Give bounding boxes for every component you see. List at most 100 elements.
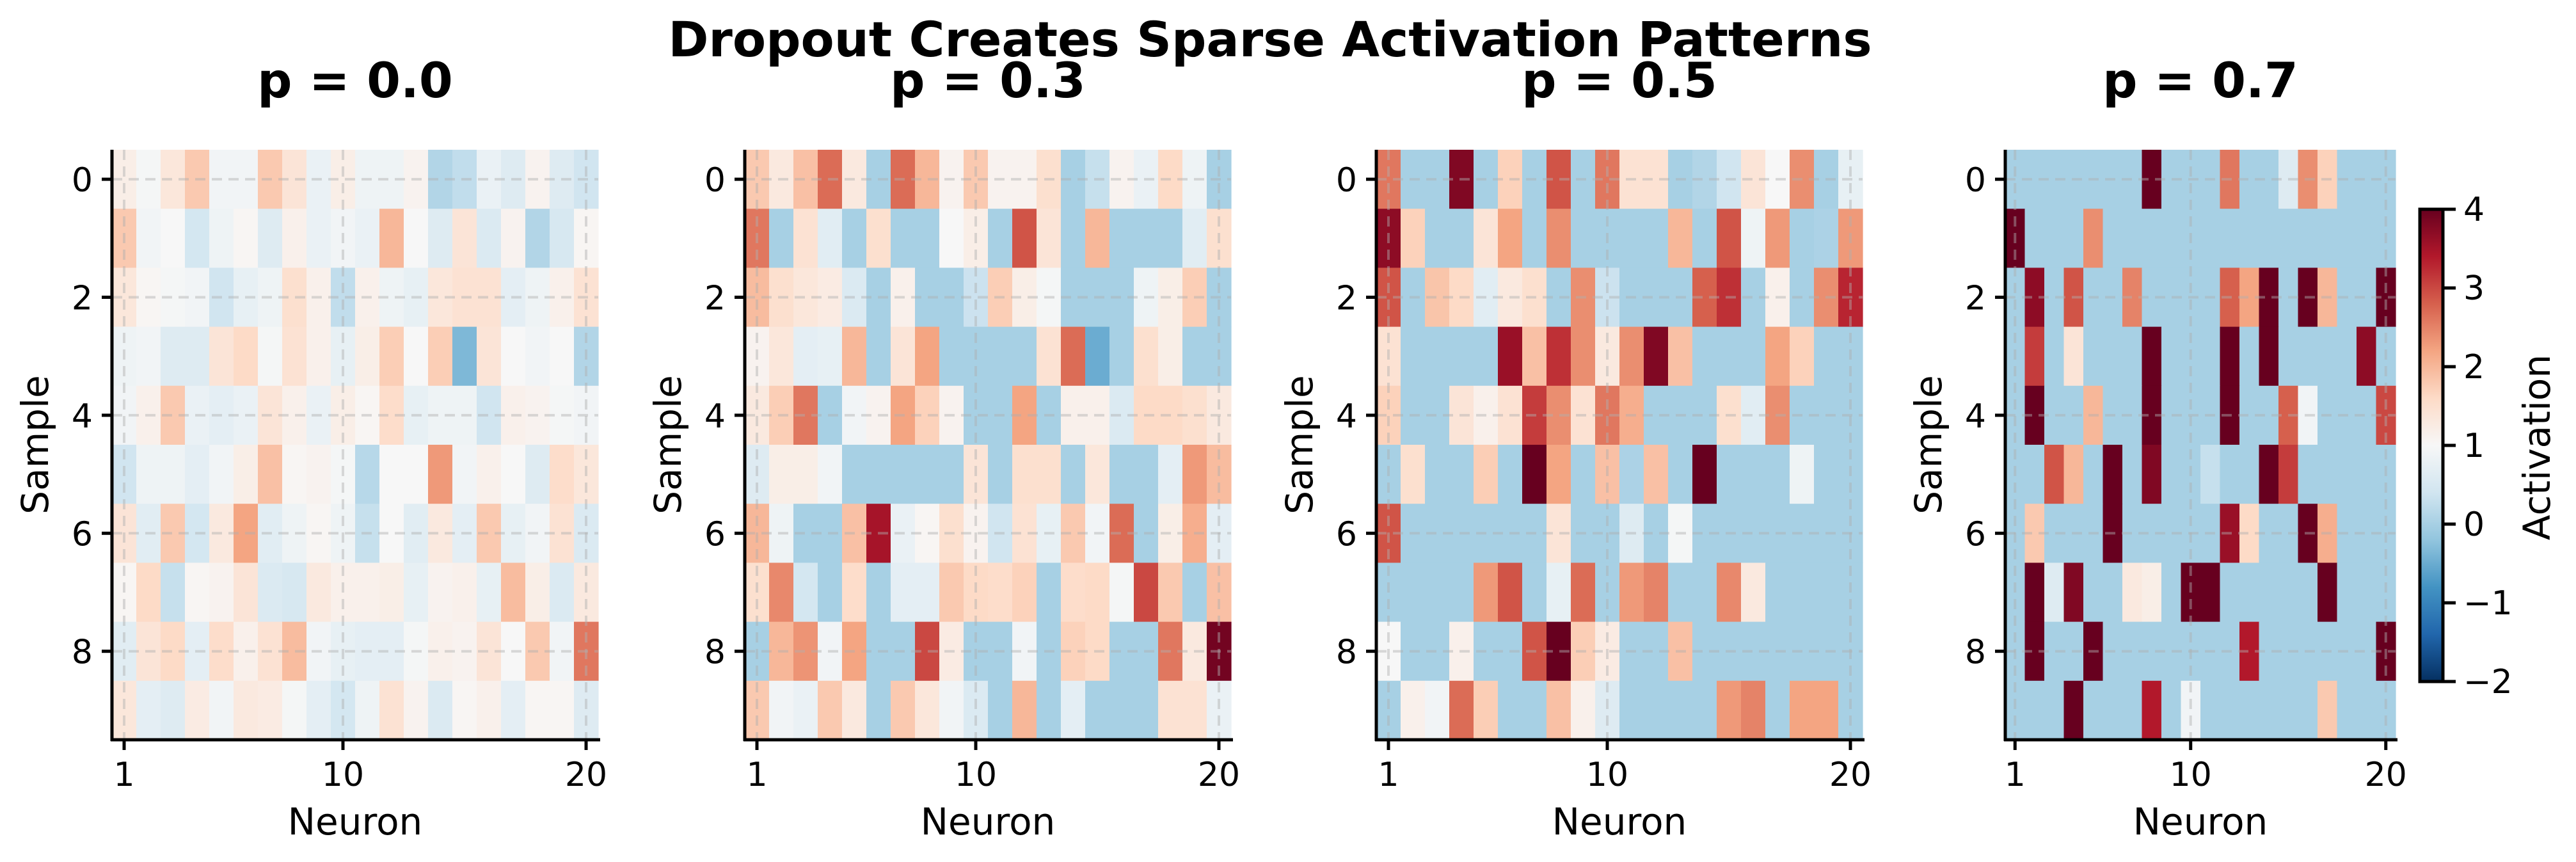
y-tick-label: 2 <box>704 280 726 318</box>
heatmap-cell <box>2142 504 2162 563</box>
heatmap-cell <box>2220 267 2240 328</box>
heatmap-cell <box>745 621 770 682</box>
heatmap-cell <box>1619 267 1644 328</box>
heatmap-cell <box>1838 209 1863 268</box>
heatmap-cell <box>234 385 258 445</box>
colorbar-tick-label: 1 <box>2463 427 2485 465</box>
heatmap-cell <box>1498 504 1523 563</box>
x-tick-label: 20 <box>2365 756 2407 794</box>
heatmap-cell <box>2181 326 2201 387</box>
heatmap-cell <box>185 680 210 740</box>
heatmap-cell <box>209 209 234 268</box>
y-tick-label: 2 <box>1336 280 1357 318</box>
heatmap-cell <box>2298 385 2318 445</box>
heatmap-cell <box>428 209 453 268</box>
heatmap-cell <box>185 385 210 445</box>
heatmap-cell <box>1425 504 1450 563</box>
heatmap-cell <box>185 150 210 209</box>
heatmap-cell <box>2005 445 2026 504</box>
heatmap-cell <box>1182 326 1207 387</box>
heatmap-cell <box>1134 621 1159 682</box>
heatmap-cell <box>1814 326 1839 387</box>
heatmap-cell <box>1765 445 1790 504</box>
heatmap-cell <box>1474 209 1499 268</box>
heatmap-cell <box>2318 445 2338 504</box>
heatmap-cell <box>915 209 940 268</box>
heatmap-cell <box>1765 680 1790 740</box>
heatmap-cell <box>1425 445 1450 504</box>
heatmap-cell <box>2318 504 2338 563</box>
x-tick-label: 1 <box>746 756 767 794</box>
heatmap-cell <box>574 385 599 445</box>
heatmap-cell <box>1814 209 1839 268</box>
heatmap-cells <box>112 150 599 740</box>
heatmap-cell <box>1838 326 1863 387</box>
heatmap-cell <box>1085 621 1110 682</box>
heatmap-cell <box>1814 680 1839 740</box>
heatmap-cell <box>2044 621 2065 682</box>
heatmap-cell <box>866 326 891 387</box>
heatmap-cell <box>793 445 818 504</box>
heatmap-cell <box>234 209 258 268</box>
heatmap-cell <box>306 563 331 623</box>
heatmap-cell <box>2200 385 2221 445</box>
heatmap-cell <box>2239 680 2260 740</box>
heatmap-cell <box>1668 209 1693 268</box>
heatmap-cell <box>2318 563 2338 623</box>
heatmap-cell <box>550 267 575 328</box>
heatmap-cell <box>2024 563 2045 623</box>
heatmap-cell <box>1474 150 1499 209</box>
y-tick-label: 0 <box>1336 161 1357 200</box>
heatmap-cell <box>964 209 989 268</box>
heatmap-cell <box>2142 563 2162 623</box>
heatmap-cell <box>2239 385 2260 445</box>
heatmap-cell <box>1741 326 1766 387</box>
heatmap-cell <box>2220 445 2240 504</box>
heatmap-cell <box>842 621 867 682</box>
heatmap-cell <box>2259 267 2279 328</box>
heatmap-cell <box>2181 267 2201 328</box>
heatmap-cell <box>1717 445 1742 504</box>
heatmap-cell <box>209 326 234 387</box>
heatmap-cell <box>550 504 575 563</box>
heatmap-cell <box>1182 680 1207 740</box>
heatmap-cell <box>2259 326 2279 387</box>
heatmap-cell <box>818 680 843 740</box>
heatmap-cell <box>793 680 818 740</box>
heatmap-cell <box>2103 621 2123 682</box>
heatmap-cell <box>1595 385 1620 445</box>
heatmap-cell <box>769 621 794 682</box>
heatmap-cell <box>234 504 258 563</box>
heatmap-cells <box>1376 150 1863 740</box>
heatmap-cell <box>331 385 356 445</box>
heatmap-cell <box>1595 563 1620 623</box>
heatmap-cell <box>501 150 526 209</box>
x-tick-label: 10 <box>1586 756 1628 794</box>
heatmap-cell <box>1085 680 1110 740</box>
heatmap-cell <box>2063 563 2084 623</box>
heatmap-cell <box>1571 445 1596 504</box>
heatmap-cell <box>1474 385 1499 445</box>
heatmap-cell <box>1498 150 1523 209</box>
heatmap-cell <box>915 445 940 504</box>
heatmap-cell <box>1207 621 1232 682</box>
heatmap-cell <box>1012 267 1037 328</box>
heatmap-cell <box>2200 267 2221 328</box>
heatmap-cell <box>1522 209 1547 268</box>
heatmap-cell <box>1207 563 1232 623</box>
heatmap-cell <box>2103 150 2123 209</box>
colorbar-tick-label: 4 <box>2463 191 2485 229</box>
heatmap-cell <box>428 385 453 445</box>
heatmap-cell <box>161 563 186 623</box>
y-tick-label: 4 <box>1965 397 1986 436</box>
heatmap-cell <box>1158 504 1183 563</box>
heatmap-cell <box>2220 563 2240 623</box>
heatmap-cell <box>2005 267 2026 328</box>
heatmap-cell <box>1134 445 1159 504</box>
heatmap-cell <box>939 267 964 328</box>
heatmap-cell <box>1061 445 1086 504</box>
heatmap-cell <box>525 385 550 445</box>
heatmap-cell <box>234 326 258 387</box>
heatmap-cell <box>1741 563 1766 623</box>
